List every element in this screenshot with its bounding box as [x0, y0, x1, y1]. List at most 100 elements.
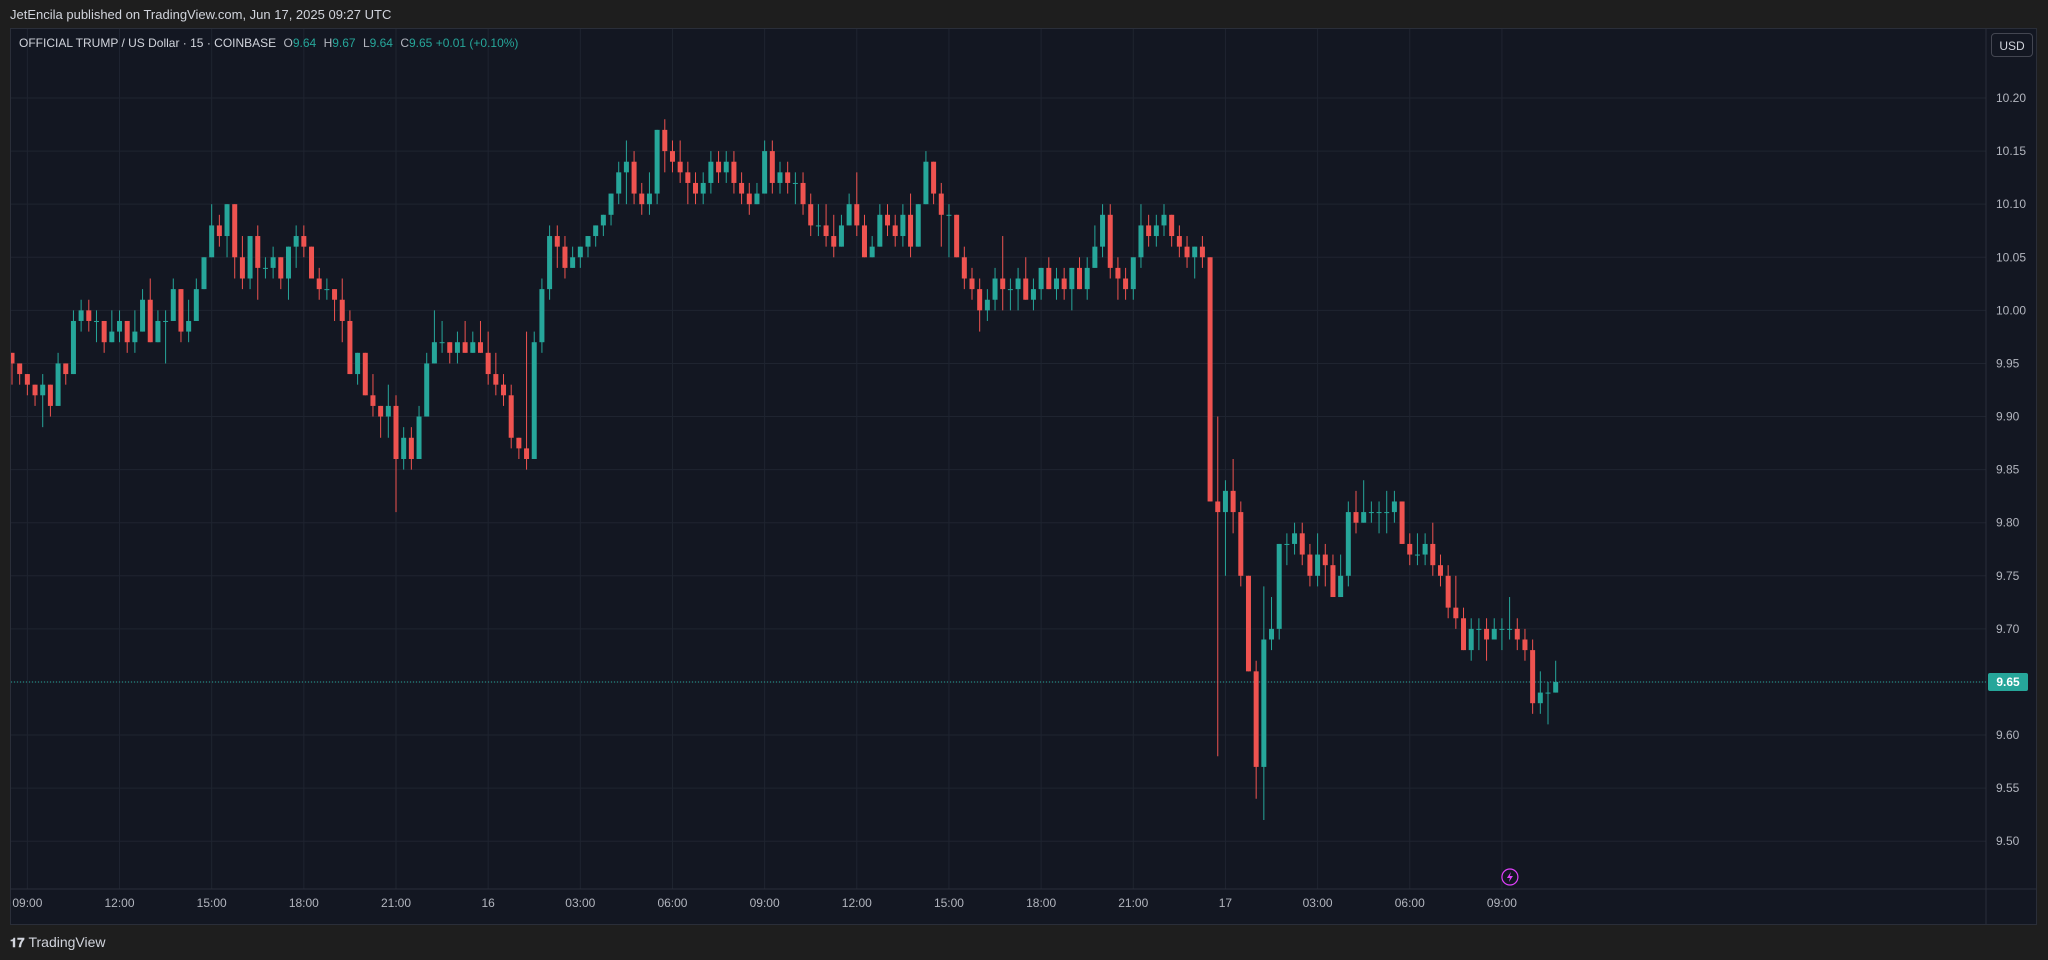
candle-up: [224, 204, 230, 237]
candle-down: [1184, 246, 1190, 258]
candle-up: [78, 310, 84, 321]
candle-up: [1537, 692, 1543, 704]
candle-down: [332, 289, 338, 300]
candle-down: [1453, 607, 1459, 619]
candle-up: [1092, 246, 1098, 268]
candle-up: [155, 320, 161, 343]
candle-down: [1407, 543, 1413, 555]
candle-down: [32, 384, 38, 396]
candle-up: [1376, 512, 1382, 514]
candle-down: [1123, 278, 1129, 290]
candle-up: [470, 342, 476, 353]
candle-down: [447, 342, 453, 353]
candle-up: [170, 289, 176, 321]
candle-up: [1222, 490, 1228, 513]
candle-down: [1176, 236, 1182, 247]
candle-up: [1391, 501, 1397, 513]
high-value: 9.67: [332, 36, 356, 50]
candle-down: [669, 151, 675, 162]
candle-down: [1522, 639, 1528, 651]
candle-down: [823, 225, 829, 237]
candle-down: [339, 299, 345, 321]
candle-up: [585, 236, 591, 247]
candle-up: [1384, 512, 1390, 514]
candle-down: [677, 161, 683, 173]
candle-up: [1468, 628, 1474, 651]
candle-down: [861, 225, 867, 258]
candle-up: [984, 299, 990, 311]
lightning-icon: [1501, 868, 1519, 886]
candle-down: [524, 448, 530, 459]
y-tick-label: 9.55: [1996, 781, 2020, 795]
low-label: L: [362, 36, 370, 50]
candle-up: [247, 236, 253, 279]
candle-up: [531, 342, 537, 459]
footer-bar: 𝟏𝟕 TradingView: [0, 925, 2048, 960]
candle-up: [600, 214, 606, 226]
candle-down: [854, 204, 860, 226]
brand-label: TradingView: [28, 934, 106, 950]
candle-down: [885, 214, 891, 226]
symbol-label[interactable]: OFFICIAL TRUMP / US Dollar · 15 · COINBA…: [19, 36, 277, 50]
candle-down: [892, 225, 898, 237]
candle-up: [762, 151, 768, 194]
candle-up: [777, 172, 783, 183]
candle-down: [477, 342, 483, 353]
candle-down: [147, 299, 153, 343]
candle-up: [1507, 628, 1513, 630]
candle-down: [800, 182, 806, 205]
y-tick-label: 10.15: [1996, 144, 2026, 158]
candle-down: [908, 214, 914, 247]
candle-down: [1307, 554, 1313, 576]
candle-up: [608, 193, 614, 215]
candle-up: [1345, 512, 1351, 576]
candle-down: [501, 384, 507, 396]
candle-down: [769, 151, 775, 183]
candle-up: [140, 299, 146, 332]
candle-down: [954, 214, 960, 258]
y-tick-label: 9.60: [1996, 728, 2020, 742]
candle-down: [232, 204, 238, 258]
y-tick-label: 10.10: [1996, 197, 2026, 211]
candle-down: [17, 363, 23, 375]
candle-up: [1414, 554, 1420, 556]
candle-down: [1199, 246, 1205, 258]
candle-down: [739, 182, 745, 194]
candle-down: [255, 236, 261, 268]
candle-down: [746, 193, 752, 205]
candle-up: [654, 129, 660, 194]
candle-down: [716, 161, 722, 173]
candle-up: [454, 342, 460, 353]
candle-up: [1476, 628, 1482, 630]
tradingview-brand[interactable]: 𝟏𝟕 TradingView: [10, 934, 106, 951]
x-tick-label: 03:00: [1303, 896, 1333, 910]
candle-down: [347, 320, 353, 375]
candle-up: [646, 193, 652, 205]
chart-pane[interactable]: 9.50 9.55 9.60 9.65 9.70 9.75 9.80 9.85 9.90 9.95…: [10, 28, 2037, 925]
candle-up: [539, 289, 545, 343]
chart-background: [11, 29, 2036, 924]
candlestick-chart[interactable]: 9.50 9.55 9.60 9.65 9.70 9.75 9.80 9.85 9.90 9.95…: [11, 29, 2036, 924]
currency-button[interactable]: USD: [1991, 33, 2033, 57]
candle-down: [1353, 512, 1359, 523]
candle-down: [309, 246, 315, 279]
candle-down: [554, 236, 560, 247]
candle-down: [562, 246, 568, 268]
x-tick-label: 15:00: [934, 896, 964, 910]
candle-down: [1299, 533, 1305, 555]
candle-up: [1038, 267, 1044, 290]
candle-up: [401, 437, 407, 459]
candle-down: [178, 289, 184, 332]
candle-up: [209, 225, 215, 258]
candle-up: [915, 204, 921, 247]
candle-down: [1330, 565, 1336, 598]
candle-up: [1553, 681, 1559, 693]
y-tick-label: 10.00: [1996, 303, 2026, 317]
low-value: 9.64: [369, 36, 393, 50]
candle-up: [132, 331, 138, 343]
candle-up: [792, 182, 798, 184]
candle-up: [1545, 692, 1551, 694]
candle-down: [631, 161, 637, 194]
candle-up: [1269, 628, 1275, 640]
candle-up: [900, 214, 906, 237]
